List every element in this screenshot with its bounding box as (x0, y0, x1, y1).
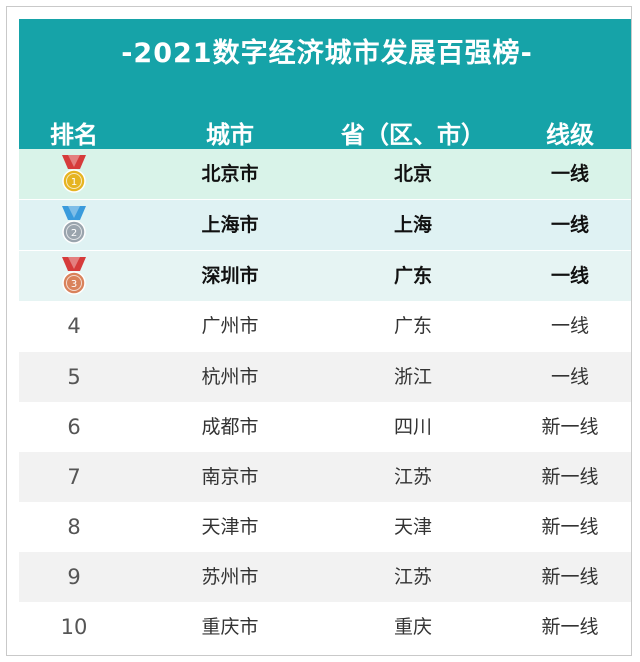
rank-cell: 4 (67, 314, 81, 338)
tier-cell: 一线 (550, 214, 590, 236)
silver-medal-icon: 2 (62, 206, 86, 244)
bronze-medal-icon: 3 (62, 257, 86, 295)
header-rank: 排名 (50, 121, 98, 149)
rank-cell: 6 (67, 415, 81, 439)
header-province: 省（区、市） (341, 121, 485, 149)
province-cell: 上海 (393, 214, 433, 236)
tier-cell: 一线 (550, 366, 590, 388)
gold-medal-icon: 1 (62, 155, 86, 193)
province-cell: 江苏 (393, 466, 433, 488)
tier-cell: 一线 (550, 163, 590, 185)
province-cell: 四川 (393, 416, 433, 438)
city-cell: 南京市 (201, 466, 259, 488)
table-row: 6 成都市 四川 新一线 (19, 402, 631, 452)
city-cell: 天津市 (201, 516, 259, 538)
header-city: 城市 (206, 121, 254, 149)
tier-cell: 新一线 (541, 566, 599, 588)
city-cell: 深圳市 (201, 265, 259, 287)
city-cell: 杭州市 (201, 366, 259, 388)
rank-cell: 5 (67, 365, 81, 389)
table-row: 10 重庆市 重庆 新一线 (19, 602, 631, 652)
svg-text:2: 2 (71, 228, 77, 239)
city-cell: 广州市 (201, 315, 259, 337)
tier-cell: 新一线 (541, 516, 599, 538)
table-row: 1 北京市 北京 一线 (19, 149, 631, 199)
tier-cell: 新一线 (541, 466, 599, 488)
svg-text:1: 1 (71, 177, 77, 188)
header-tier: 线级 (546, 121, 594, 149)
table-row: 4 广州市 广东 一线 (19, 301, 631, 351)
table-row: 2 上海市 上海 一线 (19, 200, 631, 250)
rank-cell: 7 (67, 465, 81, 489)
table-header: -2021数字经济城市发展百强榜- 排名 城市 省（区、市） 线级 (19, 19, 631, 155)
province-cell: 广东 (393, 315, 433, 337)
city-cell: 成都市 (201, 416, 259, 438)
province-cell: 浙江 (393, 366, 433, 388)
province-cell: 北京 (393, 163, 433, 185)
table-title: -2021数字经济城市发展百强榜- (121, 38, 533, 69)
city-cell: 北京市 (201, 163, 259, 185)
city-cell: 上海市 (201, 214, 259, 236)
province-cell: 江苏 (393, 566, 433, 588)
province-cell: 广东 (393, 265, 433, 287)
table-row: 5 杭州市 浙江 一线 (19, 352, 631, 402)
city-cell: 苏州市 (201, 566, 259, 588)
rank-cell: 10 (60, 615, 88, 639)
province-cell: 天津 (393, 516, 433, 538)
ranking-table-frame: -2021数字经济城市发展百强榜- 排名 城市 省（区、市） 线级 1 北京市 北京… (6, 6, 632, 656)
city-cell: 重庆市 (201, 616, 259, 638)
tier-cell: 一线 (550, 265, 590, 287)
rank-cell: 8 (67, 515, 81, 539)
tier-cell: 新一线 (541, 416, 599, 438)
table-row: 9 苏州市 江苏 新一线 (19, 552, 631, 602)
rank-cell: 9 (67, 565, 81, 589)
table-row: 8 天津市 天津 新一线 (19, 502, 631, 552)
province-cell: 重庆 (393, 616, 433, 638)
tier-cell: 一线 (550, 315, 590, 337)
table-row: 7 南京市 江苏 新一线 (19, 452, 631, 502)
tier-cell: 新一线 (541, 616, 599, 638)
table-row: 3 深圳市 广东 一线 (19, 251, 631, 301)
svg-text:3: 3 (71, 279, 77, 290)
